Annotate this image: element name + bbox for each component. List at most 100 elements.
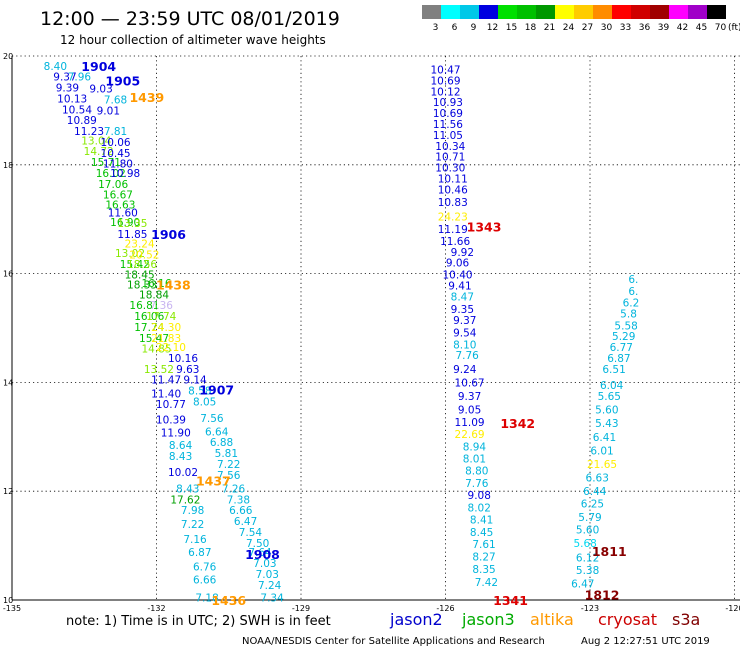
- wave-height-label: 7.76: [465, 478, 489, 490]
- legend-swatch: [612, 5, 631, 19]
- wave-height-label: 7.42: [475, 577, 498, 589]
- wave-height-label: 9.03: [89, 84, 112, 96]
- wave-height-label: 6.87: [188, 547, 211, 559]
- wave-height-label: 11.47: [151, 375, 181, 387]
- wave-height-label: 7.22: [217, 459, 240, 471]
- legend-label: 12: [487, 23, 498, 33]
- legend-label: 42: [677, 23, 688, 33]
- wave-height-label: 7.61: [472, 539, 495, 551]
- wave-height-label: 6.47: [571, 579, 594, 591]
- wave-height-label: 6.44: [583, 486, 607, 498]
- x-tick-label: -135: [3, 604, 21, 613]
- wave-height-label: 7.03: [253, 558, 276, 570]
- legend-swatch: [479, 5, 498, 19]
- wave-height-label: 15.47: [139, 333, 169, 345]
- wave-height-label: 10.54: [62, 104, 92, 116]
- wave-height-label: 5.60: [595, 405, 618, 417]
- wave-height-label: 7.56: [217, 470, 241, 482]
- legend-swatch: [441, 5, 460, 19]
- wave-height-label: 5.60: [576, 524, 599, 536]
- wave-height-label: 7.38: [227, 494, 250, 506]
- wave-height-label: 10.71: [435, 152, 465, 164]
- y-tick-label: 16: [3, 270, 13, 279]
- wave-height-label: 11.23: [74, 126, 104, 138]
- wave-height-label: 10.98: [110, 168, 140, 180]
- wave-height-label: 6.76: [193, 561, 217, 573]
- y-tick-label: 12: [3, 487, 13, 496]
- wave-height-label: 10.46: [438, 184, 468, 196]
- pass-number-label: 1439: [129, 90, 164, 105]
- wave-height-label: 22.69: [455, 429, 485, 441]
- wave-height-label: 11.60: [108, 208, 138, 220]
- legend-label: 6: [452, 23, 458, 33]
- wave-height-label: 11.19: [438, 224, 468, 236]
- wave-height-label: 5.38: [576, 565, 599, 577]
- wave-height-label: 24.30: [151, 322, 181, 334]
- legend-swatch: [498, 5, 517, 19]
- wave-height-label: 18.84: [139, 289, 169, 301]
- legend-swatch: [631, 5, 650, 19]
- wave-height-label: 10.16: [168, 353, 198, 365]
- wave-height-label: 8.58: [188, 386, 211, 398]
- wave-height-label: 10.06: [101, 137, 131, 149]
- wave-height-label: 8.40: [44, 61, 67, 73]
- legend-swatch: [707, 5, 726, 19]
- pass-number-label: 1436: [211, 593, 246, 608]
- wave-height-label: 10.40: [443, 270, 473, 282]
- legend-label: 24: [563, 23, 575, 33]
- legend-label: 9: [471, 23, 477, 33]
- y-tick-label: 10: [3, 596, 13, 605]
- wave-height-label: 23.24: [125, 239, 155, 251]
- wave-height-label: 8.43: [176, 483, 199, 495]
- wave-height-label: 9.41: [448, 281, 471, 293]
- wave-height-label: 10.12: [430, 86, 460, 98]
- legend-label: 18: [525, 23, 537, 33]
- footer-credit: NOAA/NESDIS Center for Satellite Applica…: [242, 636, 545, 647]
- wave-height-label: 5.79: [578, 512, 601, 524]
- wave-height-label: 10.47: [430, 65, 460, 77]
- wave-height-label: 6.25: [581, 499, 604, 511]
- wave-height-label: 10.11: [438, 173, 468, 185]
- wave-height-label: 7.18: [195, 592, 218, 604]
- wave-height-label: 6.47: [234, 516, 257, 528]
- wave-height-label: 6.01: [590, 445, 613, 457]
- wave-height-label: 16.81: [129, 300, 159, 312]
- satellite-name-cryosat: cryosat: [598, 610, 657, 629]
- satellite-name-altika: altika: [530, 610, 574, 629]
- pass-number-label: 1342: [500, 416, 535, 431]
- note-text: note: 1) Time is in UTC; 2) SWH is in fe…: [66, 614, 331, 629]
- wave-height-label: 16.67: [103, 190, 133, 202]
- wave-height-label: 22.10: [156, 342, 186, 354]
- wave-height-label: 8.02: [468, 503, 491, 515]
- y-tick-label: 14: [3, 378, 13, 387]
- wave-height-label: 16.63: [105, 200, 135, 212]
- legend-label: 45: [696, 23, 707, 33]
- wave-height-label: 11.56: [433, 119, 463, 131]
- y-tick-label: 18: [3, 161, 13, 170]
- wave-height-label: 13.02: [115, 248, 145, 260]
- wave-height-label: 6.64: [205, 426, 229, 438]
- wave-height-label: 8.41: [470, 514, 493, 526]
- wave-height-label: 6.2: [623, 297, 640, 309]
- wave-height-label: 6.: [628, 286, 638, 298]
- wave-height-label: 5.58: [614, 320, 637, 332]
- wave-height-label: 9.37: [453, 315, 476, 327]
- pass-number-label: 1811: [592, 544, 627, 559]
- wave-height-label: 9.39: [56, 83, 79, 95]
- wave-height-label: 8.94: [463, 442, 487, 454]
- wave-height-label: 6.66: [193, 574, 217, 586]
- wave-height-label: 8.47: [451, 291, 474, 303]
- wave-height-label: 11.80: [103, 159, 133, 171]
- wave-height-label: 7.76: [455, 350, 479, 362]
- wave-height-label: 7.98: [181, 505, 204, 517]
- wave-height-label: 7.50: [246, 538, 269, 550]
- wave-height-label: 10.67: [455, 377, 485, 389]
- wave-height-label: 16.02: [96, 168, 126, 180]
- legend-label: 27: [582, 23, 593, 33]
- wave-height-label: 7.81: [104, 126, 127, 138]
- wave-height-label: 21.65: [587, 459, 617, 471]
- wave-height-label: 17.74: [134, 322, 164, 334]
